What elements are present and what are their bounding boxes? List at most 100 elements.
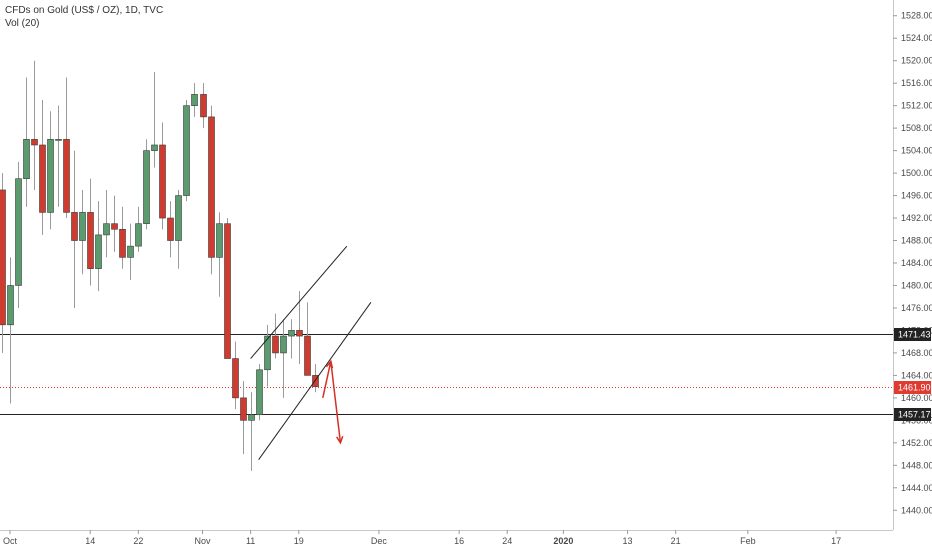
candle-body: [296, 330, 303, 337]
y-tick-label: 1484.00: [901, 258, 932, 268]
candle-body: [135, 223, 142, 247]
x-tick-label: 24: [502, 536, 512, 546]
volume-indicator-label: Vol (20): [5, 18, 40, 29]
candle-body: [143, 150, 150, 224]
x-tick-label: Nov: [194, 536, 211, 546]
candle: [119, 206, 126, 269]
y-tick-label: 1524.00: [901, 33, 932, 43]
candle-body: [248, 414, 255, 421]
y-tick-label: 1500.00: [901, 168, 932, 178]
y-tick-label: 1504.00: [901, 146, 932, 156]
candle: [264, 324, 271, 387]
y-tick-label: 1452.00: [901, 438, 932, 448]
channel-trendline[interactable]: [258, 302, 372, 460]
y-tick-label: 1496.00: [901, 191, 932, 201]
y-tick-label: 1520.00: [901, 56, 932, 66]
candle-body: [167, 217, 174, 241]
candle: [200, 83, 207, 129]
time-axis[interactable]: Oct 14 22 Nov 11 19 Dec 16 24 2020 13 21 Feb 17: [3, 530, 841, 546]
candle-body: [55, 139, 62, 141]
candle: [280, 319, 287, 398]
candle: [63, 77, 70, 219]
candle-body: [304, 335, 311, 376]
candle-body: [240, 397, 247, 421]
candle-body: [71, 212, 78, 241]
candle: [312, 364, 319, 393]
candle-body: [0, 189, 6, 326]
arrow-line[interactable]: [330, 361, 342, 443]
candles: [0, 60, 319, 471]
candle-body: [216, 223, 223, 258]
candle: [39, 100, 46, 235]
channel-trendline[interactable]: [250, 245, 348, 359]
candle: [135, 206, 142, 252]
y-tick-label: 1488.00: [901, 236, 932, 246]
y-tick-label: 1444.00: [901, 483, 932, 493]
candle-body: [312, 375, 319, 387]
price-levels: [0, 334, 893, 415]
x-tick-label: Feb: [740, 536, 756, 546]
candle: [127, 223, 134, 280]
x-tick-label: 16: [454, 536, 464, 546]
candle: [71, 150, 78, 308]
candle-body: [39, 144, 46, 213]
candle-body: [264, 335, 271, 371]
candle: [167, 201, 174, 258]
candle-body: [232, 358, 239, 399]
x-tick-label: 2020: [553, 536, 573, 546]
y-tick-label: 1464.00: [901, 370, 932, 380]
candle: [175, 189, 182, 269]
candle: [23, 77, 30, 207]
candle-body: [175, 195, 182, 241]
y-tick-label: 1516.00: [901, 78, 932, 88]
candle: [55, 105, 62, 207]
candle-body: [151, 144, 158, 151]
candle-body: [224, 223, 231, 359]
candle: [224, 218, 231, 359]
price-level-label: 1457.17: [898, 410, 931, 420]
candle: [240, 381, 247, 455]
candle-body: [200, 94, 207, 118]
candle-body: [63, 139, 70, 213]
candle-body: [183, 105, 190, 196]
candle: [208, 105, 215, 275]
candle: [256, 364, 263, 421]
y-tick-label: 1508.00: [901, 123, 932, 133]
candle: [0, 173, 6, 353]
y-tick-label: 1492.00: [901, 213, 932, 223]
x-tick-label: Oct: [3, 536, 18, 546]
candle: [183, 100, 190, 202]
candle-body: [191, 94, 198, 106]
candle: [31, 60, 38, 190]
candle-body: [47, 139, 54, 213]
candle: [79, 189, 86, 275]
candle-body: [15, 178, 22, 286]
candle-body: [127, 245, 134, 258]
candle: [111, 195, 118, 252]
arrow-head: [336, 435, 344, 445]
x-tick-label: 14: [85, 536, 95, 546]
candle: [15, 161, 22, 308]
x-tick-label: 17: [831, 536, 841, 546]
candle: [288, 319, 295, 359]
candle: [248, 392, 255, 471]
candle: [95, 201, 102, 292]
candle-body: [7, 285, 14, 326]
candle: [216, 212, 223, 297]
arrow-line[interactable]: [322, 361, 332, 399]
candle-body: [159, 144, 166, 219]
candle-body: [208, 116, 215, 258]
y-tick-label: 1448.00: [901, 460, 932, 470]
price-axis[interactable]: 1440.001444.001448.001452.001456.001460.…: [893, 11, 932, 516]
chart-legend: CFDs on Gold (US$ / OZ), 1D, TVC Vol (20…: [5, 4, 163, 30]
candle: [304, 302, 311, 376]
price-level-badge: [894, 381, 931, 394]
candle-body: [272, 335, 279, 354]
drawings: [250, 245, 372, 460]
grid: [0, 0, 894, 531]
candle-body: [111, 223, 118, 230]
x-tick-label: Dec: [371, 536, 388, 546]
price-level-badge: [894, 328, 931, 341]
x-tick-label: 22: [133, 536, 143, 546]
